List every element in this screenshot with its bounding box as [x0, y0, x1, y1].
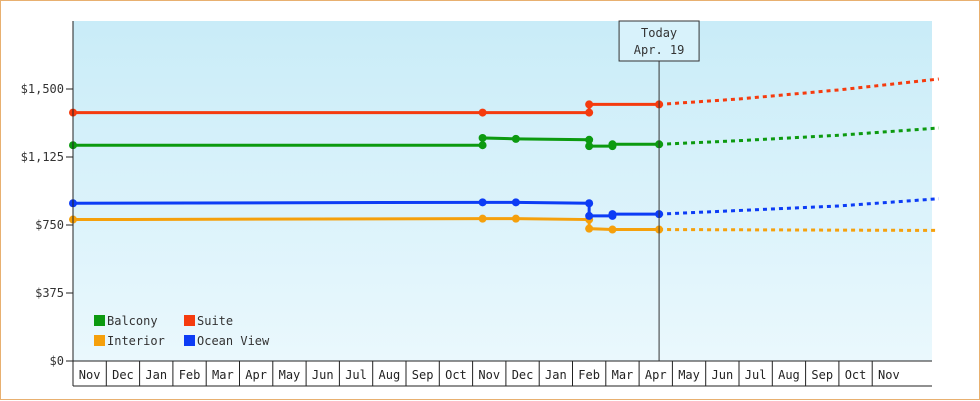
- data-point-interior: [585, 224, 594, 233]
- legend-label-ocean-view: Ocean View: [197, 334, 270, 348]
- month-label: May: [678, 368, 700, 382]
- data-point-interior: [511, 214, 520, 223]
- month-label: Sep: [412, 368, 434, 382]
- data-point-ocean-view: [478, 198, 487, 207]
- month-label: Oct: [445, 368, 467, 382]
- legend-swatch-interior: [94, 335, 105, 346]
- data-point-balcony: [511, 134, 520, 143]
- series-forecast-ocean-view: [659, 197, 939, 216]
- month-label: Jan: [545, 368, 567, 382]
- legend-swatch-balcony: [94, 315, 105, 326]
- month-label: Aug: [379, 368, 401, 382]
- month-label: Aug: [778, 368, 800, 382]
- month-label: Jul: [745, 368, 767, 382]
- data-point-balcony: [585, 142, 594, 151]
- data-point-ocean-view: [608, 210, 617, 219]
- y-tick-label: $0: [50, 354, 64, 368]
- legend-label-interior: Interior: [107, 334, 165, 348]
- data-point-ocean-view: [585, 199, 594, 208]
- legend-swatch-suite: [184, 315, 195, 326]
- month-label: Jan: [145, 368, 167, 382]
- month-label: Apr: [645, 368, 667, 382]
- y-tick-label: $375: [35, 286, 64, 300]
- month-label: Jun: [312, 368, 334, 382]
- today-callout-box: [618, 20, 700, 62]
- month-label: Nov: [79, 368, 101, 382]
- month-label: Mar: [612, 368, 634, 382]
- data-point-suite: [585, 100, 594, 109]
- plot-area: [73, 21, 932, 361]
- legend-label-balcony: Balcony: [107, 314, 158, 328]
- month-label: Apr: [245, 368, 267, 382]
- month-label: Jun: [712, 368, 734, 382]
- y-tick-label: $750: [35, 218, 64, 232]
- month-label: Nov: [878, 368, 900, 382]
- month-label: Dec: [112, 368, 134, 382]
- y-tick-label: $1,500: [21, 82, 64, 96]
- data-point-balcony: [585, 135, 594, 144]
- series-forecast-interior: [659, 228, 939, 232]
- data-point-interior: [608, 225, 617, 234]
- series-forecast-suite: [658, 77, 939, 106]
- data-point-interior: [478, 214, 487, 223]
- month-label: Dec: [512, 368, 534, 382]
- data-point-balcony: [478, 133, 487, 142]
- month-label: Jul: [345, 368, 367, 382]
- month-label: Sep: [811, 368, 833, 382]
- data-point-suite: [478, 108, 487, 117]
- y-tick-label: $1,125: [21, 150, 64, 164]
- data-point-balcony: [478, 141, 487, 150]
- month-label: May: [279, 368, 301, 382]
- month-label: Feb: [179, 368, 201, 382]
- series-forecast-balcony: [659, 126, 939, 146]
- today-label: Today: [641, 26, 677, 40]
- month-label: Nov: [478, 368, 500, 382]
- month-label: Mar: [212, 368, 234, 382]
- data-point-ocean-view: [511, 198, 520, 207]
- data-point-balcony: [608, 140, 617, 149]
- month-label: Oct: [845, 368, 867, 382]
- data-point-suite: [585, 108, 594, 117]
- today-date: Apr. 19: [634, 43, 685, 57]
- data-point-ocean-view: [585, 211, 594, 220]
- month-label: Feb: [578, 368, 600, 382]
- legend-swatch-ocean-view: [184, 335, 195, 346]
- legend-label-suite: Suite: [197, 314, 233, 328]
